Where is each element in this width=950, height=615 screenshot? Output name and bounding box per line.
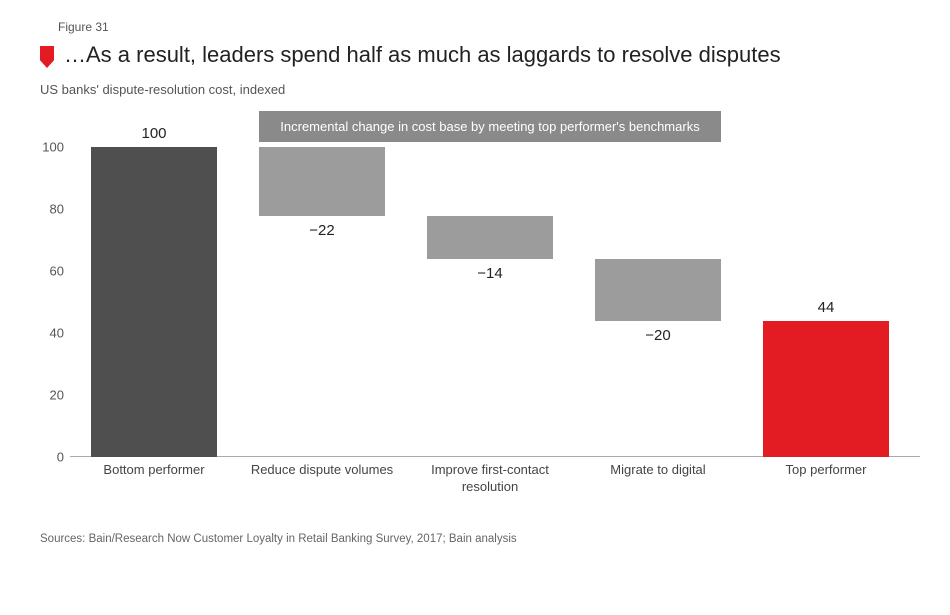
bar <box>427 216 553 259</box>
x-label: Migrate to digital <box>578 462 738 478</box>
y-axis: 020406080100 <box>30 147 70 457</box>
sources-text: Sources: Bain/Research Now Customer Loya… <box>40 533 920 545</box>
x-label: Top performer <box>746 462 906 478</box>
bar-value-label: −22 <box>309 222 334 239</box>
y-tick: 20 <box>50 388 64 403</box>
bar-value-label: 44 <box>818 299 835 316</box>
bar-value-label: −14 <box>477 265 502 282</box>
y-tick: 40 <box>50 326 64 341</box>
bar-value-label: 100 <box>141 125 166 142</box>
x-axis-labels: Bottom performer Reduce dispute volumes Im… <box>70 462 920 507</box>
y-tick: 60 <box>50 264 64 279</box>
title-row: …As a result, leaders spend half as much… <box>40 42 920 68</box>
bar <box>595 259 721 321</box>
x-label: Bottom performer <box>74 462 234 478</box>
banner: Incremental change in cost base by meeti… <box>259 111 721 142</box>
bar <box>763 321 889 457</box>
bar <box>91 147 217 457</box>
figure-label: Figure 31 <box>58 20 920 34</box>
bar-value-label: −20 <box>645 327 670 344</box>
red-marker-icon <box>40 46 54 68</box>
x-label: Reduce dispute volumes <box>242 462 402 478</box>
y-tick: 80 <box>50 202 64 217</box>
plot-area: Incremental change in cost base by meeti… <box>70 147 920 457</box>
chart-area: 0 20 40 60 80 100 Incremental change in cost … <box>30 107 920 517</box>
chart-title: …As a result, leaders spend half as much… <box>64 42 781 68</box>
x-label: Improve first-contact resolution <box>410 462 570 495</box>
y-tick: 100 <box>42 140 64 155</box>
chart-subtitle: US banks' dispute-resolution cost, index… <box>40 82 920 97</box>
bar <box>259 147 385 215</box>
y-tick: 0 <box>57 450 64 465</box>
banner-text: Incremental change in cost base by meeti… <box>280 119 699 134</box>
